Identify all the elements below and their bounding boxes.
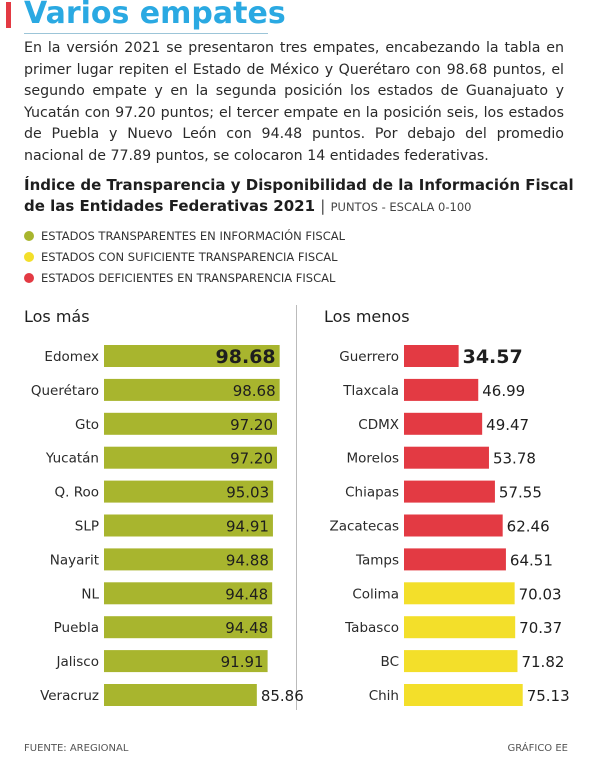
category-label-morelos: Morelos (346, 451, 399, 467)
category-label-bc: BC (381, 654, 399, 670)
category-label-tabasco: Tabasco (344, 620, 399, 636)
value-label-zacatecas: 62.46 (507, 518, 550, 536)
category-label-nl: NL (81, 586, 99, 602)
chart-title-block: Índice de Transparencia y Disponibilidad… (24, 175, 584, 218)
bar-morelos (404, 446, 489, 469)
category-label-puebla: Puebla (54, 620, 99, 636)
value-label-yucat-n: 97.20 (230, 450, 273, 468)
value-label-chih: 75.13 (527, 687, 570, 705)
category-label-chiapas: Chiapas (345, 485, 399, 501)
value-label-veracruz: 85.86 (261, 687, 304, 705)
value-label-edomex: 98.68 (216, 346, 276, 368)
bar-tamps (404, 548, 506, 571)
panel-title-bottom: Los menos (324, 307, 410, 326)
source-note: FUENTE: AREGIONAL (24, 743, 129, 754)
category-label-veracruz: Veracruz (40, 688, 99, 704)
bar-chiapas (404, 480, 495, 503)
category-label-quer-taro: Querétaro (31, 383, 99, 399)
title-underline (24, 33, 268, 34)
bar-bc (404, 650, 518, 673)
bar-gto (104, 412, 278, 435)
bar-guerrero (404, 345, 459, 367)
page-title: Varios empates (24, 0, 286, 31)
value-label-gto: 97.20 (230, 416, 273, 434)
bar-colima (404, 582, 515, 605)
chart-subtitle: PUNTOS - ESCALA 0-100 (330, 200, 472, 214)
title-separator: | (320, 197, 326, 215)
value-label-nl: 94.48 (225, 585, 268, 603)
bar-tabasco (404, 616, 516, 639)
category-label-slp: SLP (75, 519, 99, 535)
category-label-guerrero: Guerrero (339, 349, 399, 365)
bar-quer-taro (104, 378, 280, 401)
value-label-guerrero: 34.57 (463, 346, 523, 368)
value-label-morelos: 53.78 (493, 450, 536, 468)
category-label-cdmx: CDMX (358, 417, 399, 433)
intro-paragraph: En la versión 2021 se presentaron tres e… (24, 40, 564, 164)
bar-jalisco (104, 650, 268, 673)
legend-item-deficient: ESTADOS DEFICIENTES EN TRANSPARENCIA FIS… (24, 267, 345, 288)
category-label-gto: Gto (75, 417, 99, 433)
chart-title: Índice de Transparencia y Disponibilidad… (24, 176, 574, 215)
value-label-bc: 71.82 (521, 653, 564, 671)
legend-item-transparent: ESTADOS TRANSPARENTES EN INFORMACIÓN FIS… (24, 225, 345, 246)
value-label-chiapas: 57.55 (499, 484, 542, 502)
bar-tlaxcala (404, 378, 479, 401)
bar-nayarit (104, 548, 273, 571)
category-label-tlaxcala: Tlaxcala (342, 383, 399, 399)
value-label-jalisco: 91.91 (221, 653, 264, 671)
value-label-slp: 94.91 (226, 518, 269, 536)
legend-label-sufficient: ESTADOS CON SUFICIENTE TRANSPARENCIA FIS… (41, 249, 338, 264)
category-label-q-roo: Q. Roo (54, 485, 99, 501)
legend-dot-yellow (24, 251, 34, 262)
value-label-tamps: 64.51 (510, 551, 553, 569)
legend-item-sufficient: ESTADOS CON SUFICIENTE TRANSPARENCIA FIS… (24, 246, 345, 267)
category-label-colima: Colima (352, 586, 399, 602)
title-accent-bar (6, 2, 11, 28)
bar-veracruz (104, 684, 257, 706)
value-label-quer-taro: 98.68 (233, 382, 276, 400)
category-label-jalisco: Jalisco (56, 654, 99, 670)
bar-chih (404, 684, 523, 706)
bar-edomex (104, 345, 280, 367)
value-label-colima: 70.03 (519, 585, 562, 603)
bar-zacatecas (404, 514, 503, 537)
legend-dot-green (24, 230, 34, 241)
legend: ESTADOS TRANSPARENTES EN INFORMACIÓN FIS… (24, 225, 345, 288)
graphic-credit: GRÁFICO EE (507, 743, 568, 754)
bar-slp (104, 514, 273, 537)
bar-cdmx (404, 412, 483, 435)
legend-dot-red (24, 272, 34, 283)
category-label-nayarit: Nayarit (50, 552, 99, 568)
legend-label-deficient: ESTADOS DEFICIENTES EN TRANSPARENCIA FIS… (41, 270, 336, 285)
category-label-tamps: Tamps (355, 552, 399, 568)
legend-label-transparent: ESTADOS TRANSPARENTES EN INFORMACIÓN FIS… (41, 228, 346, 243)
value-label-puebla: 94.48 (225, 619, 268, 637)
value-label-q-roo: 95.03 (226, 484, 269, 502)
bar-puebla (104, 616, 273, 639)
value-label-tlaxcala: 46.99 (482, 382, 525, 400)
bar-nl (104, 582, 273, 605)
bar-q-roo (104, 480, 274, 503)
panel-title-top: Los más (24, 307, 90, 326)
bar-yucat-n (104, 446, 278, 469)
value-label-cdmx: 49.47 (486, 416, 529, 434)
category-label-yucat-n: Yucatán (45, 451, 99, 467)
panel-divider (296, 305, 297, 710)
value-label-tabasco: 70.37 (519, 619, 562, 637)
category-label-chih: Chih (369, 688, 399, 704)
category-label-edomex: Edomex (44, 349, 99, 365)
category-label-zacatecas: Zacatecas (329, 519, 399, 535)
value-label-nayarit: 94.88 (226, 551, 269, 569)
